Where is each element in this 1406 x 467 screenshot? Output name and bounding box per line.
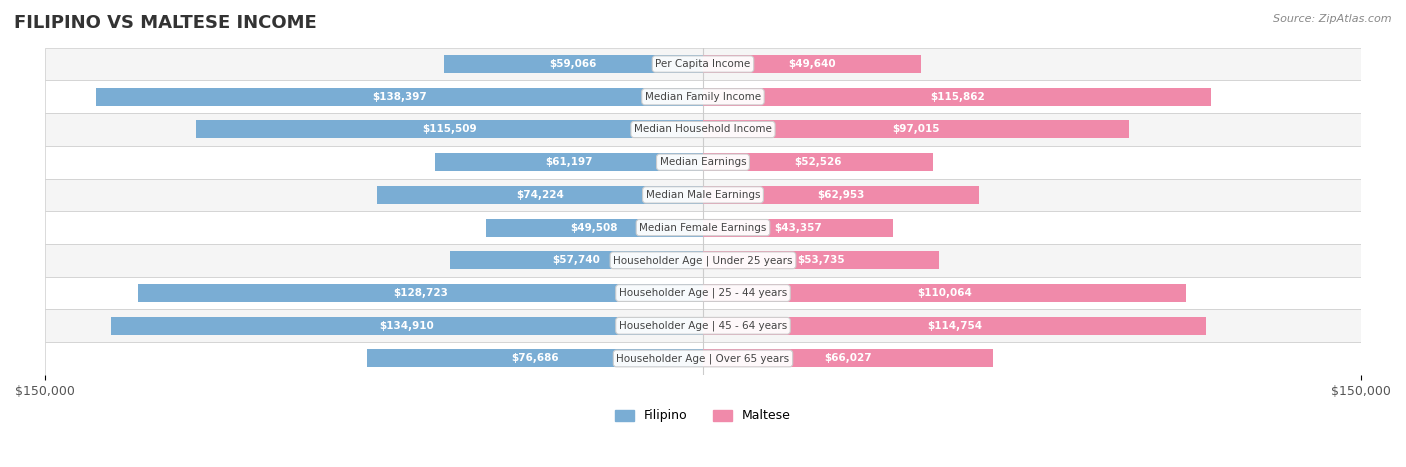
Text: Median Household Income: Median Household Income	[634, 125, 772, 134]
Text: Householder Age | Over 65 years: Householder Age | Over 65 years	[616, 353, 790, 364]
Bar	[703, 120, 1129, 139]
Bar	[703, 284, 1185, 302]
Text: $128,723: $128,723	[394, 288, 449, 298]
Bar	[96, 88, 703, 106]
Bar	[434, 153, 703, 171]
Bar	[703, 251, 939, 269]
Bar	[367, 349, 703, 368]
Bar	[138, 284, 703, 302]
Text: $61,197: $61,197	[546, 157, 592, 167]
Bar	[444, 55, 703, 73]
Bar	[45, 146, 1361, 178]
Text: Median Male Earnings: Median Male Earnings	[645, 190, 761, 200]
Bar	[197, 120, 703, 139]
Bar	[45, 310, 1361, 342]
Text: Median Family Income: Median Family Income	[645, 92, 761, 102]
Bar	[45, 113, 1361, 146]
Text: $66,027: $66,027	[824, 354, 872, 363]
Text: $52,526: $52,526	[794, 157, 842, 167]
Bar	[111, 317, 703, 335]
Text: $43,357: $43,357	[775, 223, 823, 233]
Bar	[703, 349, 993, 368]
Bar	[45, 244, 1361, 277]
Text: $49,508: $49,508	[571, 223, 619, 233]
Text: $134,910: $134,910	[380, 321, 434, 331]
Text: $62,953: $62,953	[817, 190, 865, 200]
Text: $138,397: $138,397	[373, 92, 427, 102]
Text: $114,754: $114,754	[927, 321, 983, 331]
Text: $110,064: $110,064	[917, 288, 972, 298]
Text: $115,509: $115,509	[422, 125, 477, 134]
Bar	[703, 317, 1206, 335]
Text: $59,066: $59,066	[550, 59, 598, 69]
Text: Householder Age | Under 25 years: Householder Age | Under 25 years	[613, 255, 793, 266]
Bar	[45, 342, 1361, 375]
Bar	[703, 153, 934, 171]
Text: $115,862: $115,862	[929, 92, 984, 102]
Text: Per Capita Income: Per Capita Income	[655, 59, 751, 69]
Bar	[703, 55, 921, 73]
Bar	[45, 277, 1361, 310]
Bar	[377, 186, 703, 204]
Text: $49,640: $49,640	[789, 59, 835, 69]
Bar	[450, 251, 703, 269]
Bar	[703, 88, 1212, 106]
Text: FILIPINO VS MALTESE INCOME: FILIPINO VS MALTESE INCOME	[14, 14, 316, 32]
Bar	[45, 80, 1361, 113]
Text: Householder Age | 45 - 64 years: Householder Age | 45 - 64 years	[619, 320, 787, 331]
Text: Median Female Earnings: Median Female Earnings	[640, 223, 766, 233]
Bar	[703, 219, 893, 237]
Text: $97,015: $97,015	[891, 125, 939, 134]
Bar	[703, 186, 979, 204]
Text: $57,740: $57,740	[553, 255, 600, 265]
Text: Median Earnings: Median Earnings	[659, 157, 747, 167]
Legend: Filipino, Maltese: Filipino, Maltese	[610, 404, 796, 427]
Bar	[45, 178, 1361, 211]
Text: Householder Age | 25 - 44 years: Householder Age | 25 - 44 years	[619, 288, 787, 298]
Bar	[45, 211, 1361, 244]
Text: $53,735: $53,735	[797, 255, 845, 265]
Bar	[45, 48, 1361, 80]
Bar	[486, 219, 703, 237]
Text: Source: ZipAtlas.com: Source: ZipAtlas.com	[1274, 14, 1392, 24]
Text: $76,686: $76,686	[510, 354, 558, 363]
Text: $74,224: $74,224	[516, 190, 564, 200]
